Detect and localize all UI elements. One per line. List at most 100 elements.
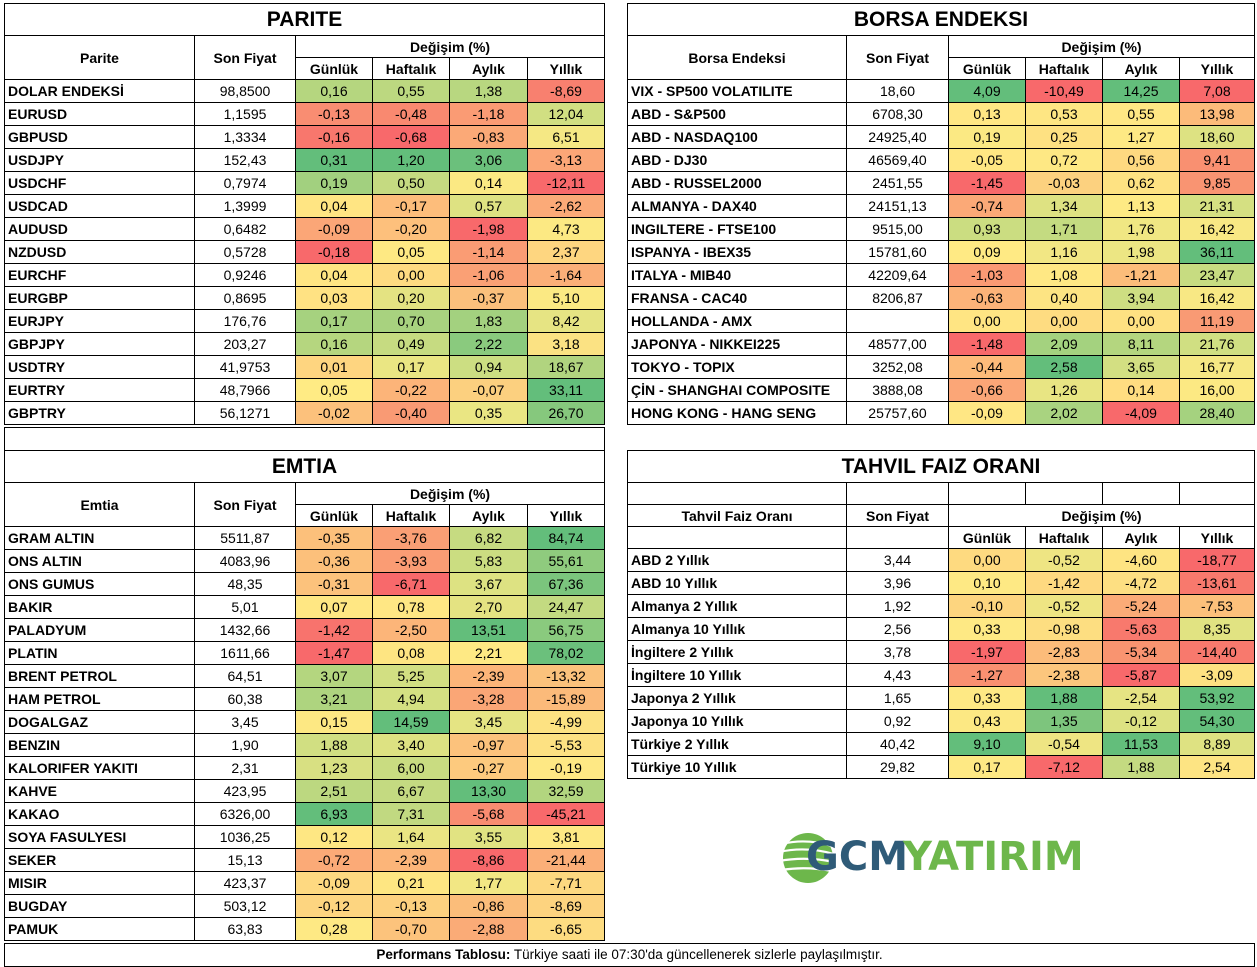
weekly-change: -0,48 (372, 102, 450, 126)
row-price: 423,37 (194, 871, 296, 895)
col-header-weekly: Haftalık (1025, 57, 1103, 80)
row-name: EURJPY (4, 309, 195, 333)
yearly-change: 9,85 (1179, 171, 1255, 195)
table-row: VIX - SP500 VOLATILITE 18,60 4,09 -10,49 14,… (627, 79, 1255, 103)
row-price: 64,51 (194, 664, 296, 688)
table-row: EURUSD 1,1595 -0,13 -0,48 -1,18 12,04 (4, 102, 605, 126)
weekly-change: -1,42 (1025, 571, 1103, 595)
yearly-change: -7,71 (527, 871, 605, 895)
row-price: 8206,87 (846, 286, 949, 310)
daily-change: 4,09 (948, 79, 1026, 103)
daily-change: 0,43 (948, 709, 1026, 733)
row-price: 1036,25 (194, 825, 296, 849)
row-price: 24151,13 (846, 194, 949, 218)
row-price: 48,7966 (194, 378, 296, 402)
col-header-price: Son Fiyat (194, 35, 296, 80)
monthly-change: -0,83 (449, 125, 528, 149)
yearly-change: 67,36 (527, 572, 605, 596)
monthly-change: -2,54 (1102, 686, 1180, 710)
monthly-change: -4,72 (1102, 571, 1180, 595)
monthly-change: 13,30 (449, 779, 528, 803)
table-row: Japonya 10 Yıllık 0,92 0,43 1,35 -0,12 54,30 (627, 709, 1255, 733)
daily-change: 0,17 (295, 309, 373, 333)
table-row: ÇİN - SHANGHAI COMPOSITE 3888,08 -0,66 1,26… (627, 378, 1255, 402)
weekly-change: -3,76 (372, 526, 450, 550)
weekly-change: 0,05 (372, 240, 450, 264)
daily-change: 0,04 (295, 263, 373, 287)
table-row: Japonya 2 Yıllık 1,65 0,33 1,88 -2,54 53,92 (627, 686, 1255, 710)
row-price: 18,60 (846, 79, 949, 103)
daily-change: 1,88 (295, 733, 373, 757)
table-row: HOLLANDA - AMX 0,00 0,00 0,00 11,19 (627, 309, 1255, 333)
weekly-change: 0,25 (1025, 125, 1103, 149)
monthly-change: -3,28 (449, 687, 528, 711)
table-row: ITALYA - MIB40 42209,64 -1,03 1,08 -1,21 23,4… (627, 263, 1255, 287)
row-name: EURGBP (4, 286, 195, 310)
weekly-change: 1,71 (1025, 217, 1103, 241)
table-row: HAM PETROL 60,38 3,21 4,94 -3,28 -15,89 (4, 687, 605, 711)
monthly-change: 3,45 (449, 710, 528, 734)
row-price: 1432,66 (194, 618, 296, 642)
row-price: 25757,60 (846, 401, 949, 425)
row-price: 63,83 (194, 917, 296, 941)
row-name: PLATIN (4, 641, 195, 665)
monthly-change: -0,37 (449, 286, 528, 310)
monthly-change: 0,56 (1102, 148, 1180, 172)
row-name: MISIR (4, 871, 195, 895)
daily-change: -0,31 (295, 572, 373, 596)
daily-change: -0,10 (948, 594, 1026, 618)
monthly-change: 0,94 (449, 355, 528, 379)
table-row: KALORIFER YAKITI 2,31 1,23 6,00 -0,27 -0,19 (4, 756, 605, 780)
weekly-change: -0,54 (1025, 732, 1103, 756)
footer-label: Performans Tablosu: (376, 947, 511, 962)
row-price: 152,43 (194, 148, 296, 172)
row-price: 48,35 (194, 572, 296, 596)
row-price: 40,42 (846, 732, 949, 756)
yearly-change: 56,75 (527, 618, 605, 642)
yearly-change: 16,42 (1179, 217, 1255, 241)
table-row: SOYA FASULYESI 1036,25 0,12 1,64 3,55 3,81 (4, 825, 605, 849)
row-name: ABD - NASDAQ100 (627, 125, 847, 149)
table-row: Türkiye 10 Yıllık 29,82 0,17 -7,12 1,88 2,54 (627, 755, 1255, 779)
table-row: ONS ALTIN 4083,96 -0,36 -3,93 5,83 55,61 (4, 549, 605, 573)
monthly-change: 1,76 (1102, 217, 1180, 241)
monthly-change: 0,35 (449, 401, 528, 425)
weekly-change: 14,59 (372, 710, 450, 734)
blank-cell (1025, 482, 1103, 505)
monthly-change: 0,62 (1102, 171, 1180, 195)
monthly-change: -5,63 (1102, 617, 1180, 641)
weekly-change: -3,93 (372, 549, 450, 573)
blank-cell (627, 526, 847, 549)
daily-change: -0,02 (295, 401, 373, 425)
col-header-monthly: Aylık (449, 57, 528, 80)
tahvil-title: TAHVIL FAIZ ORANI (627, 450, 1255, 483)
table-row: GBPTRY 56,1271 -0,02 -0,40 0,35 26,70 (4, 401, 605, 425)
col-header-yearly: Yıllık (527, 57, 605, 80)
row-name: USDCHF (4, 171, 195, 195)
daily-change: 0,12 (295, 825, 373, 849)
row-name: Türkiye 2 Yıllık (627, 732, 847, 756)
row-price: 3888,08 (846, 378, 949, 402)
weekly-change: 1,88 (1025, 686, 1103, 710)
table-row: EURGBP 0,8695 0,03 0,20 -0,37 5,10 (4, 286, 605, 310)
monthly-change: 0,14 (449, 171, 528, 195)
row-name: USDTRY (4, 355, 195, 379)
daily-change: 0,15 (295, 710, 373, 734)
monthly-change: -0,12 (1102, 709, 1180, 733)
daily-change: -1,27 (948, 663, 1026, 687)
daily-change: 0,16 (295, 332, 373, 356)
monthly-change: 3,65 (1102, 355, 1180, 379)
daily-change: 3,21 (295, 687, 373, 711)
monthly-change: -1,06 (449, 263, 528, 287)
weekly-change: -0,22 (372, 378, 450, 402)
yearly-change: -7,53 (1179, 594, 1255, 618)
row-price: 5511,87 (194, 526, 296, 550)
row-name: ABD - RUSSEL2000 (627, 171, 847, 195)
weekly-change: 0,49 (372, 332, 450, 356)
col-header-daily: Günlük (295, 57, 373, 80)
yearly-change: 6,51 (527, 125, 605, 149)
monthly-change: 3,67 (449, 572, 528, 596)
daily-change: 0,05 (295, 378, 373, 402)
row-name: ABD 10 Yıllık (627, 571, 847, 595)
col-header-change: Değişim (%) (948, 35, 1255, 58)
